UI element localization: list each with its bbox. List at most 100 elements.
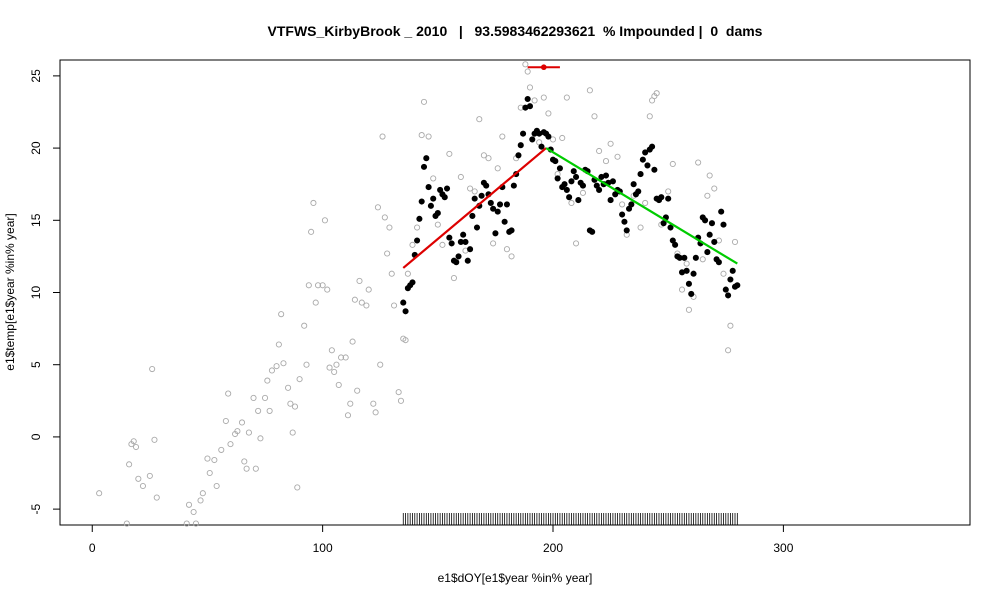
data-point: [446, 234, 453, 241]
data-point: [729, 267, 736, 274]
data-point: [252, 465, 259, 472]
data-point: [688, 290, 695, 297]
data-point: [478, 192, 485, 199]
data-point: [430, 195, 437, 202]
data-point: [386, 224, 393, 231]
data-point: [363, 302, 370, 309]
data-point: [234, 428, 241, 435]
data-point: [556, 165, 563, 172]
data-point: [490, 205, 497, 212]
data-point: [503, 201, 510, 208]
peak-point: [540, 64, 547, 71]
data-point: [446, 150, 453, 157]
data-point: [586, 87, 593, 94]
data-point: [614, 153, 621, 160]
data-point: [725, 292, 732, 299]
data-point: [552, 158, 559, 165]
data-point: [238, 419, 246, 426]
data-point: [275, 341, 282, 348]
data-point: [344, 412, 352, 419]
data-point: [146, 472, 153, 479]
data-point: [225, 390, 232, 397]
data-point: [257, 435, 264, 442]
data-point: [667, 224, 674, 231]
plot-box: [59, 59, 971, 526]
data-point: [197, 497, 204, 504]
data-point: [526, 84, 534, 91]
data-point: [561, 181, 568, 188]
data-point: [520, 130, 527, 137]
data-point: [660, 220, 667, 227]
data-point: [508, 253, 515, 260]
data-point: [418, 132, 425, 139]
data-point: [570, 168, 577, 175]
data-point: [607, 140, 614, 147]
data-point: [607, 197, 614, 204]
data-point: [706, 172, 713, 179]
data-point: [522, 61, 529, 68]
data-point: [596, 186, 603, 194]
data-point: [416, 215, 423, 222]
data-point: [328, 347, 335, 354]
data-point: [354, 387, 361, 394]
data-point: [365, 286, 372, 293]
data-point: [526, 103, 534, 110]
data-point: [637, 171, 644, 178]
data-point: [545, 110, 552, 117]
data-point: [227, 441, 234, 448]
data-point: [566, 194, 573, 201]
data-point: [356, 277, 363, 284]
data-point: [312, 299, 319, 306]
data-point: [672, 241, 679, 248]
x-tick-label: 300: [773, 541, 793, 555]
data-point: [149, 365, 156, 373]
data-point: [704, 192, 711, 199]
data-point: [370, 400, 377, 407]
data-point: [490, 240, 497, 247]
data-point: [338, 354, 345, 361]
data-point: [349, 338, 356, 345]
data-point: [153, 494, 160, 501]
data-point: [266, 407, 273, 414]
data-point: [609, 178, 616, 185]
data-point: [151, 436, 158, 443]
data-point: [545, 133, 552, 140]
data-point: [192, 520, 199, 527]
data-point: [291, 403, 299, 410]
data-point: [434, 210, 441, 217]
data-point: [434, 221, 441, 228]
data-point: [467, 246, 474, 253]
data-point: [358, 299, 365, 306]
data-point: [388, 270, 395, 277]
data-point: [554, 175, 561, 182]
data-point: [487, 199, 494, 207]
data-point: [289, 429, 296, 436]
fit-line: [402, 147, 547, 269]
data-point: [319, 282, 326, 289]
data-point: [575, 197, 582, 204]
data-point: [314, 282, 322, 289]
data-point: [646, 113, 653, 120]
data-point: [559, 134, 566, 142]
data-point: [342, 354, 349, 361]
data-point: [524, 68, 531, 75]
data-point: [510, 182, 517, 189]
data-point: [278, 311, 285, 318]
data-point: [492, 230, 499, 237]
data-point: [139, 482, 146, 490]
data-point: [704, 249, 711, 256]
data-point: [685, 306, 692, 313]
data-point: [579, 182, 587, 189]
data-point: [711, 185, 718, 192]
data-point: [273, 363, 280, 370]
data-point: [190, 508, 197, 516]
data-point: [430, 175, 437, 182]
data-point: [400, 299, 407, 306]
chart-title: VTFWS_KirbyBrook _ 2010 | 93.59834622936…: [268, 23, 763, 39]
data-point: [549, 136, 557, 143]
data-point: [718, 208, 725, 215]
data-point: [621, 218, 628, 225]
data-point: [692, 254, 699, 261]
data-point: [591, 113, 598, 120]
data-point: [243, 465, 250, 472]
